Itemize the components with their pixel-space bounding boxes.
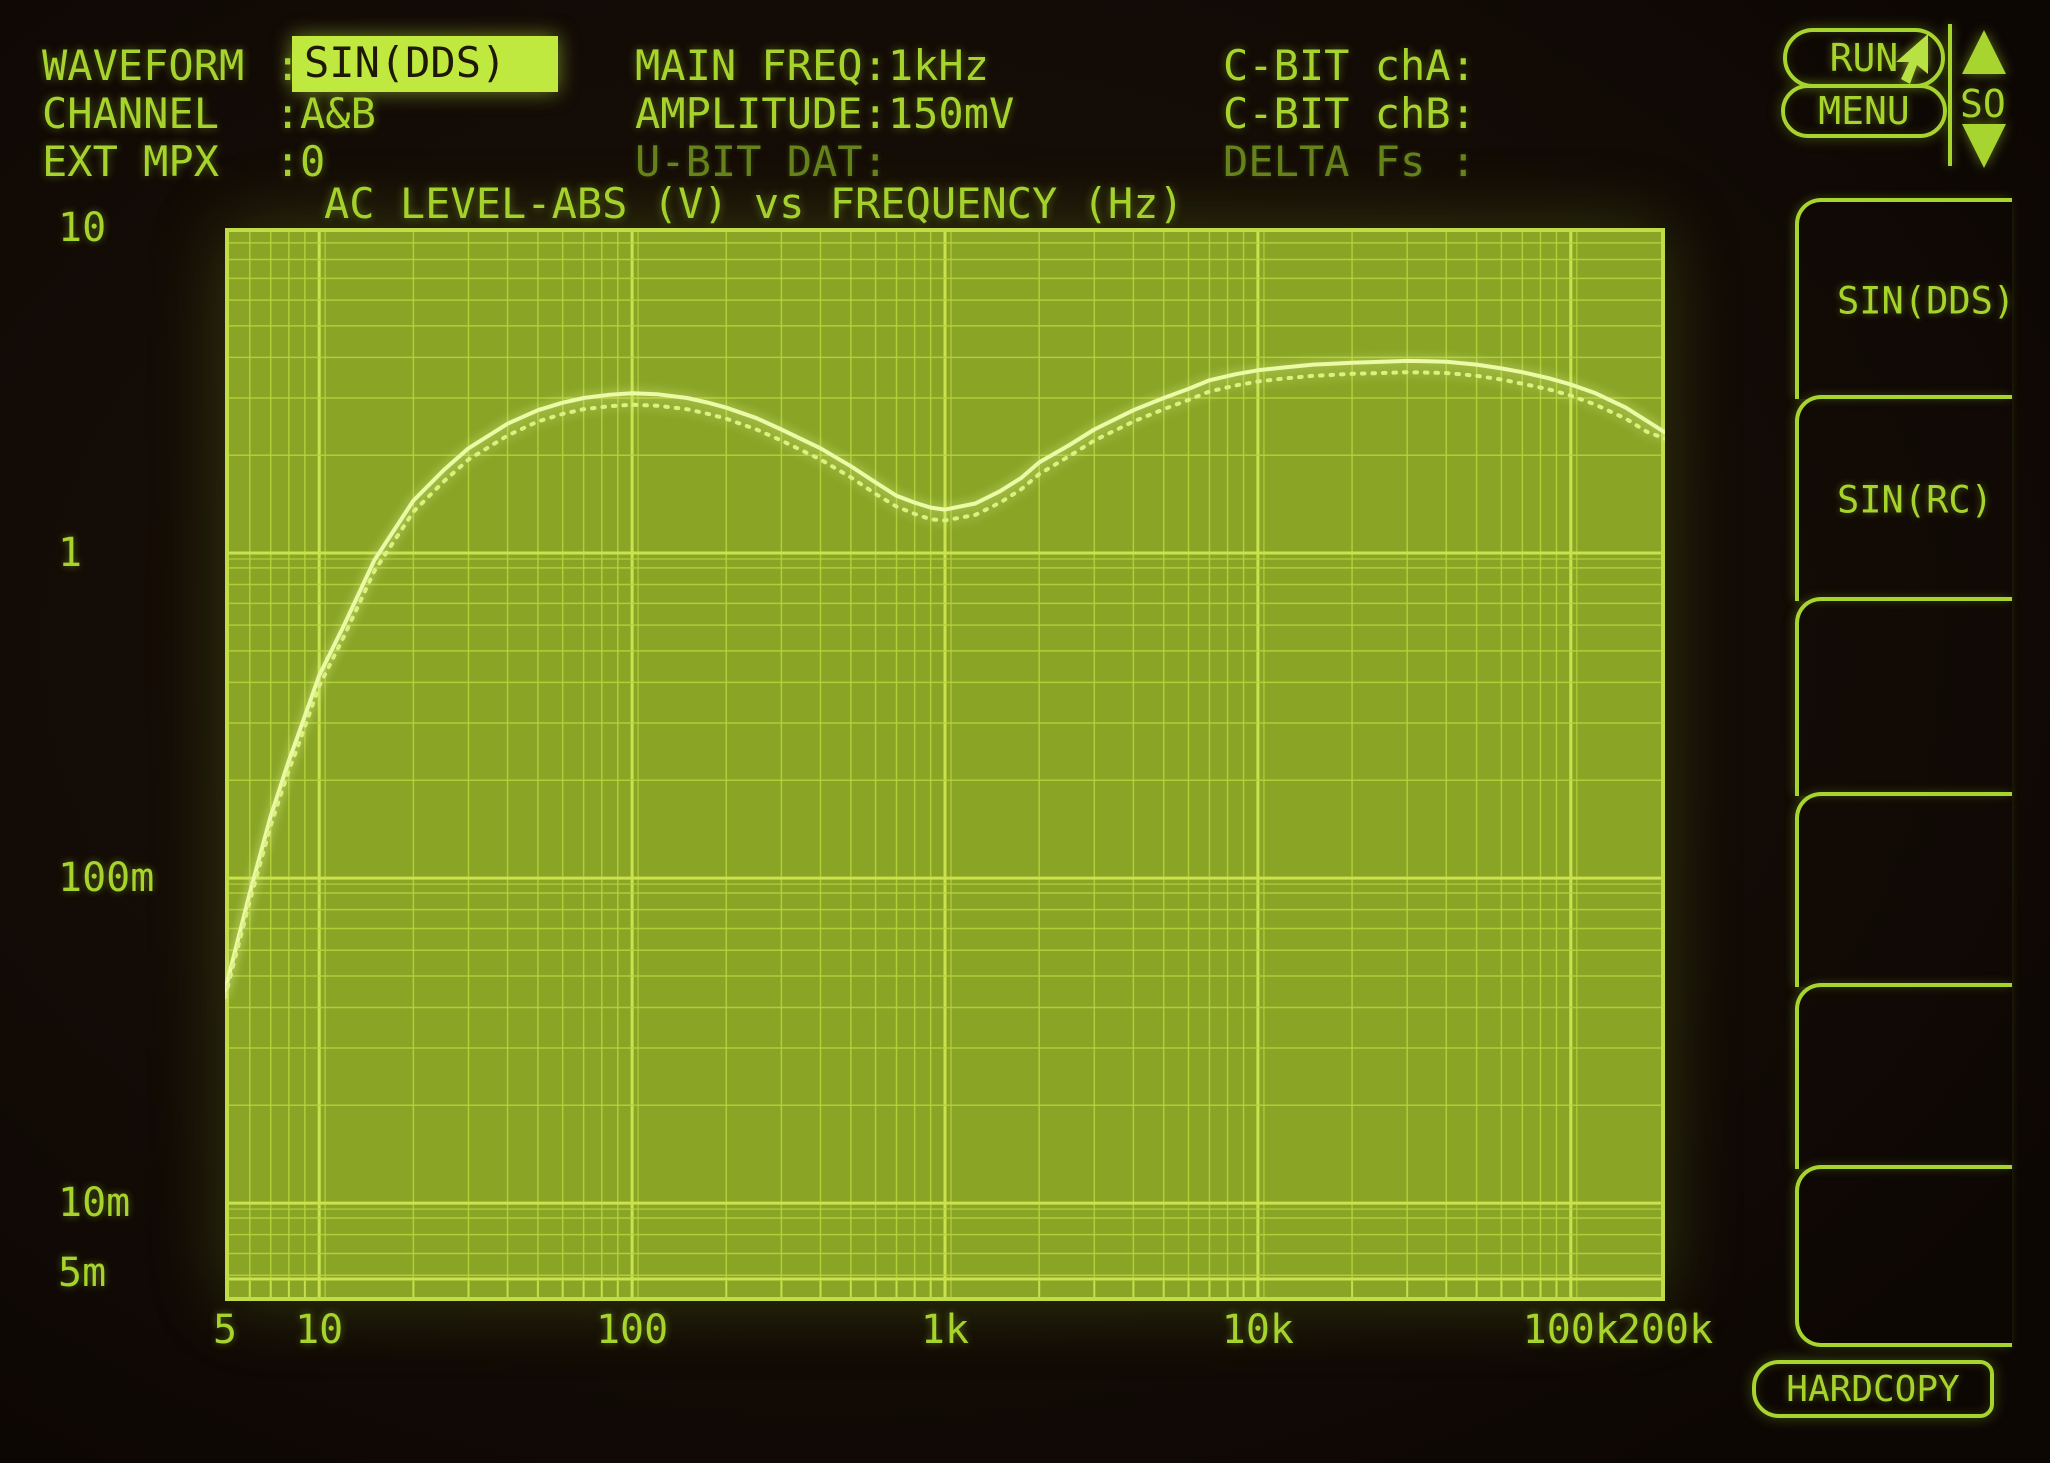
x-tick-100: 100	[595, 1307, 669, 1353]
scroll-up-icon[interactable]	[1962, 30, 2006, 74]
ext-mpx-label: EXT MPX	[42, 137, 220, 186]
chart-title: AC LEVEL-ABS (V) vs FREQUENCY (Hz)	[324, 179, 1184, 228]
trace-channel-A	[225, 358, 1665, 993]
hardcopy-button[interactable]: HARDCOPY	[1752, 1360, 1994, 1418]
c-bit-cha-field: C-BIT chA:	[1223, 41, 1476, 90]
waveform-label: WAVEFORM	[42, 41, 245, 90]
main-freq-field[interactable]: MAIN FREQ:1kHz	[635, 41, 990, 90]
scroll-label: SO	[1960, 82, 2006, 126]
softkey-zone-sin-dds[interactable]: SIN(DDS)	[1795, 198, 2016, 399]
softkey-zone-5[interactable]	[1795, 983, 2012, 1169]
softkey-zone-3[interactable]	[1795, 597, 2012, 796]
waveform-value-field[interactable]: SIN(DDS)	[292, 36, 559, 92]
x-tick-200k: 200k	[1616, 1307, 1714, 1353]
softkey-zone-4[interactable]	[1795, 792, 2012, 987]
channel-colon: :	[275, 89, 301, 138]
c-bit-chb-field: C-BIT chB:	[1223, 89, 1476, 138]
u-bit-dat-field: U-BIT DAT:	[635, 137, 888, 186]
y-tick-10m: 10m	[58, 1180, 131, 1227]
y-tick-1: 1	[58, 530, 83, 577]
x-tick-10: 10	[295, 1307, 344, 1353]
x-tick-10k: 10k	[1221, 1307, 1295, 1353]
y-tick-10: 10	[58, 205, 107, 251]
ext-mpx-colon: :	[275, 137, 301, 186]
scroll-down-icon[interactable]	[1962, 124, 2006, 168]
softkey-zone-sin-rc[interactable]: SIN(RC)	[1795, 395, 2012, 601]
frequency-response-chart	[225, 228, 1665, 1301]
y-tick-100m: 100m	[58, 855, 155, 902]
trace-channel-B	[225, 370, 1665, 1000]
x-tick-1k: 1k	[920, 1307, 970, 1353]
channel-label: CHANNEL	[42, 89, 220, 138]
ext-mpx-value-field[interactable]: 0	[300, 137, 326, 186]
scroll-divider	[1948, 24, 1952, 166]
softkey-label: SIN(RC)	[1837, 478, 1993, 522]
delta-fs-field: DELTA Fs :	[1223, 137, 1476, 186]
channel-value-field[interactable]: A&B	[300, 89, 376, 138]
y-tick-5m: 5m	[58, 1250, 107, 1296]
menu-button[interactable]: MENU	[1781, 84, 1947, 138]
softkey-label: SIN(DDS)	[1837, 279, 2016, 322]
x-tick-5: 5	[212, 1307, 238, 1353]
cursor-icon	[1896, 34, 1928, 84]
x-tick-100k: 100k	[1522, 1307, 1619, 1353]
amplitude-field[interactable]: AMPLITUDE:150mV	[635, 89, 1015, 138]
softkey-zone-6[interactable]	[1795, 1165, 2012, 1347]
